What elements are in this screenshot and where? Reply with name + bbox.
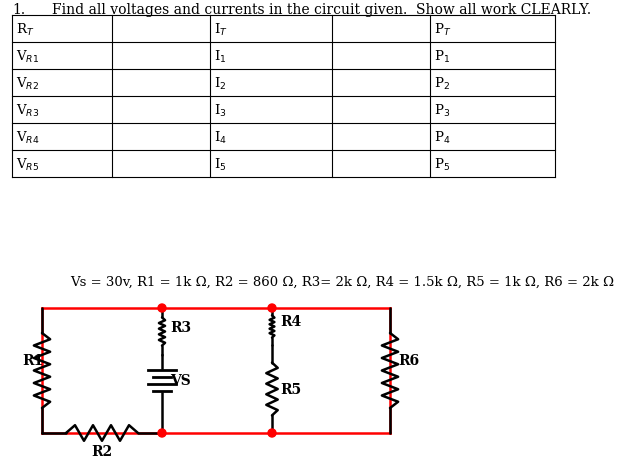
Text: I$_T$: I$_T$ xyxy=(214,21,228,38)
Text: I$_4$: I$_4$ xyxy=(214,129,226,145)
Text: P$_3$: P$_3$ xyxy=(434,102,450,118)
Text: VS: VS xyxy=(170,373,191,387)
Text: 1.: 1. xyxy=(12,3,25,17)
Circle shape xyxy=(158,429,166,437)
Text: R2: R2 xyxy=(91,444,112,458)
Circle shape xyxy=(268,304,276,313)
Text: P$_5$: P$_5$ xyxy=(434,156,450,172)
Text: V$_{R5}$: V$_{R5}$ xyxy=(16,156,40,172)
Text: P$_2$: P$_2$ xyxy=(434,75,450,91)
Text: P$_1$: P$_1$ xyxy=(434,48,450,64)
Text: V$_{R2}$: V$_{R2}$ xyxy=(16,75,39,91)
Circle shape xyxy=(158,304,166,313)
Text: P$_4$: P$_4$ xyxy=(434,129,450,145)
Text: V$_{R3}$: V$_{R3}$ xyxy=(16,102,40,118)
Text: R3: R3 xyxy=(170,320,191,334)
Text: R$_T$: R$_T$ xyxy=(16,21,34,38)
Text: Vs = 30v, R1 = 1k Ω, R2 = 860 Ω, R3= 2k Ω, R4 = 1.5k Ω, R5 = 1k Ω, R6 = 2k Ω: Vs = 30v, R1 = 1k Ω, R2 = 860 Ω, R3= 2k … xyxy=(70,275,614,288)
Text: Find all voltages and currents in the circuit given.  Show all work CLEARLY.: Find all voltages and currents in the ci… xyxy=(52,3,591,17)
Text: V$_{R1}$: V$_{R1}$ xyxy=(16,48,40,64)
Text: R4: R4 xyxy=(280,315,301,329)
Text: V$_{R4}$: V$_{R4}$ xyxy=(16,129,40,145)
Text: I$_2$: I$_2$ xyxy=(214,75,226,91)
Text: R1: R1 xyxy=(22,354,43,368)
Text: R6: R6 xyxy=(398,354,419,368)
Text: R5: R5 xyxy=(280,382,301,396)
Text: I$_1$: I$_1$ xyxy=(214,48,226,64)
Text: I$_5$: I$_5$ xyxy=(214,156,226,172)
Circle shape xyxy=(268,429,276,437)
Text: P$_T$: P$_T$ xyxy=(434,21,451,38)
Text: I$_3$: I$_3$ xyxy=(214,102,226,118)
